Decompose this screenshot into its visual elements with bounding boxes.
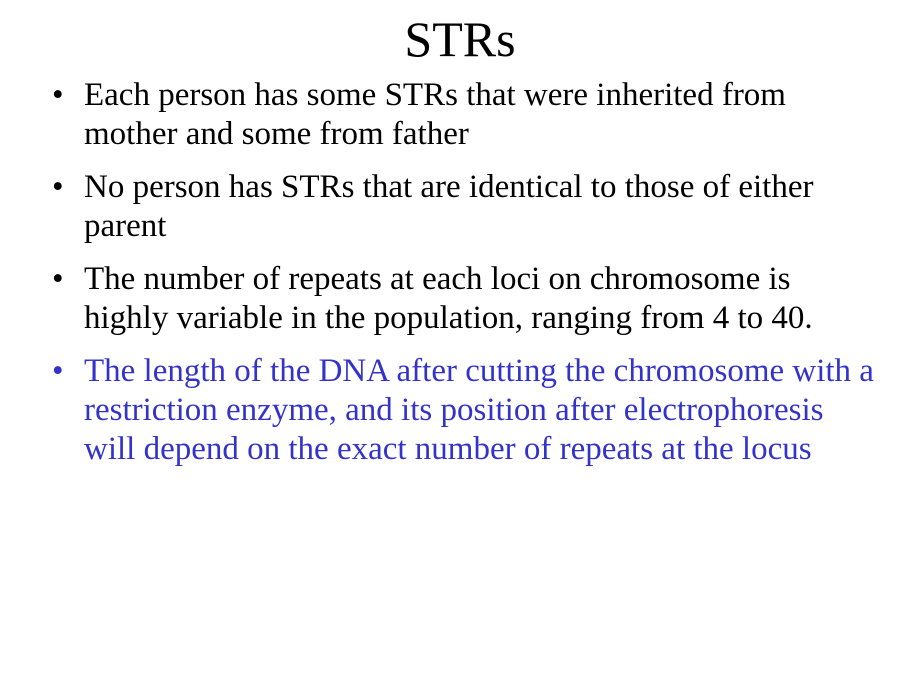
bullet-item-highlight: The length of the DNA after cutting the … [84, 352, 880, 469]
slide-container: STRs Each person has some STRs that were… [0, 0, 920, 690]
bullet-item: No person has STRs that are identical to… [84, 168, 880, 246]
slide-title: STRs [30, 10, 890, 68]
bullet-item: Each person has some STRs that were inhe… [84, 76, 880, 154]
bullet-item: The number of repeats at each loci on ch… [84, 260, 880, 338]
bullet-list: Each person has some STRs that were inhe… [30, 76, 890, 468]
